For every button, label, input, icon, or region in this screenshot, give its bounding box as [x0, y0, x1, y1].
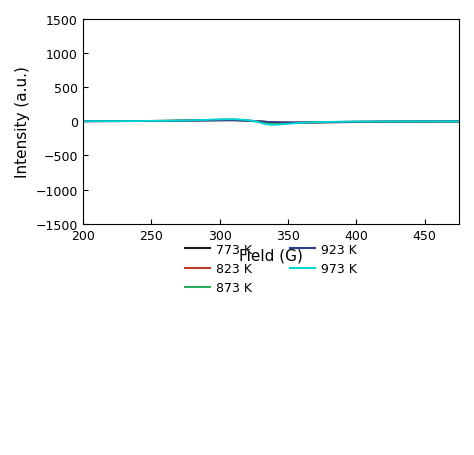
973 K: [227, 117, 232, 123]
773 K: [456, 120, 462, 125]
823 K: [222, 118, 228, 124]
773 K: [123, 119, 128, 125]
773 K: [80, 119, 86, 125]
823 K: [224, 118, 230, 124]
823 K: [241, 119, 246, 124]
823 K: [80, 119, 86, 125]
973 K: [224, 117, 230, 123]
Line: 973 K: 973 K: [83, 120, 459, 126]
823 K: [285, 121, 291, 126]
873 K: [123, 119, 128, 125]
773 K: [145, 119, 151, 124]
873 K: [80, 119, 86, 125]
Line: 773 K: 773 K: [83, 120, 459, 124]
923 K: [123, 119, 128, 125]
973 K: [123, 119, 128, 125]
923 K: [80, 119, 86, 125]
X-axis label: Field (G): Field (G): [239, 248, 303, 263]
973 K: [456, 119, 462, 125]
923 K: [449, 119, 455, 125]
Legend: 773 K, 823 K, 873 K, 923 K, 973 K: 773 K, 823 K, 873 K, 923 K, 973 K: [180, 238, 362, 300]
973 K: [241, 118, 246, 123]
973 K: [145, 119, 151, 125]
773 K: [223, 117, 229, 123]
873 K: [220, 118, 226, 123]
773 K: [449, 120, 455, 125]
873 K: [145, 119, 151, 124]
823 K: [449, 119, 455, 125]
Line: 873 K: 873 K: [83, 121, 459, 124]
923 K: [145, 119, 151, 125]
923 K: [241, 119, 246, 124]
873 K: [456, 119, 462, 125]
823 K: [456, 119, 462, 125]
873 K: [449, 119, 455, 125]
873 K: [241, 118, 246, 124]
873 K: [224, 118, 230, 123]
773 K: [409, 120, 414, 125]
973 K: [270, 123, 276, 128]
823 K: [409, 120, 414, 125]
923 K: [224, 118, 230, 124]
973 K: [80, 119, 86, 125]
923 K: [456, 119, 462, 125]
773 K: [224, 117, 230, 123]
Y-axis label: Intensity (a.u.): Intensity (a.u.): [15, 66, 30, 178]
823 K: [145, 119, 151, 125]
773 K: [294, 121, 300, 126]
Line: 823 K: 823 K: [83, 121, 459, 123]
973 K: [449, 119, 455, 125]
873 K: [275, 121, 281, 127]
823 K: [123, 119, 128, 125]
Line: 923 K: 923 K: [83, 121, 459, 123]
923 K: [223, 118, 229, 124]
973 K: [409, 119, 414, 125]
923 K: [409, 120, 414, 125]
923 K: [287, 121, 292, 126]
873 K: [409, 120, 414, 125]
773 K: [241, 118, 246, 124]
